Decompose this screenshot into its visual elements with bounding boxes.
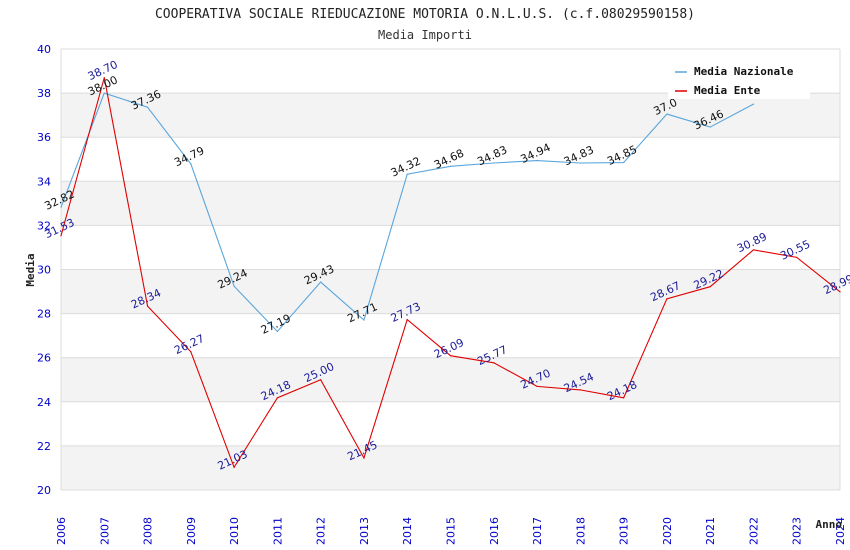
x-tick-label: 2007 (98, 517, 111, 545)
y-tick-label: 36 (37, 131, 51, 144)
x-tick-label: 2019 (618, 517, 631, 545)
data-point-media-ente (623, 397, 625, 399)
grid-band (61, 225, 840, 270)
data-point-media-nazionale (190, 163, 192, 165)
data-point-media-nazionale (320, 281, 322, 283)
data-point-media-nazionale (666, 113, 668, 115)
data-point-media-ente (579, 389, 581, 391)
grid-band (61, 137, 840, 182)
grid-bands (61, 49, 840, 490)
y-axis-label: Media (24, 253, 37, 286)
data-point-media-nazionale (493, 162, 495, 164)
x-tick-label: 2010 (228, 517, 241, 545)
data-point-media-ente (449, 355, 452, 357)
data-point-media-nazionale (233, 285, 235, 287)
x-tick-label: 2013 (358, 517, 371, 545)
x-tick-label: 2021 (704, 517, 717, 545)
data-point-media-ente (103, 77, 105, 79)
grid-band (61, 269, 840, 314)
data-point-media-ente (406, 318, 408, 321)
x-tick-label: 2018 (574, 517, 587, 545)
legend-label-media-nazionale: Media Nazionale (694, 65, 794, 78)
x-tick-label: 2024 (834, 517, 847, 545)
data-point-media-ente (752, 249, 755, 251)
data-point-media-nazionale (709, 126, 711, 128)
chart-subtitle: Media Importi (378, 28, 472, 42)
y-tick-label: 28 (37, 308, 51, 321)
y-tick-label: 22 (37, 440, 51, 453)
data-point-media-ente (190, 351, 192, 353)
data-point-media-nazionale (103, 92, 105, 94)
data-point-media-ente (666, 298, 668, 300)
x-tick-label: 2009 (185, 517, 198, 545)
data-point-media-nazionale (60, 206, 62, 208)
x-axis-ticks: 2006 2007 2008 2009 2010 2011 2012 2013 2014 2015… (55, 517, 847, 545)
data-point-media-ente (60, 235, 62, 237)
data-point-media-nazionale (276, 330, 278, 333)
x-axis-label: Anno (816, 518, 843, 531)
data-point-media-ente (796, 256, 798, 258)
data-point-media-ente (363, 457, 365, 459)
data-point-media-nazionale (449, 165, 452, 167)
data-point-media-ente (493, 362, 495, 364)
x-tick-label: 2008 (142, 517, 155, 545)
data-point-media-nazionale (623, 161, 625, 164)
grid-band (61, 313, 840, 358)
data-point-media-ente (839, 291, 841, 293)
grid-band (61, 93, 840, 138)
data-point-media-ente (233, 466, 235, 468)
grid-band (61, 357, 840, 402)
y-tick-label: 20 (37, 484, 51, 497)
x-tick-label: 2014 (401, 517, 414, 545)
x-tick-label: 2011 (271, 517, 284, 545)
x-tick-label: 2022 (747, 517, 760, 545)
x-tick-label: 2020 (661, 517, 674, 545)
y-tick-label: 26 (37, 352, 51, 365)
grid-lines (60, 48, 841, 491)
x-tick-label: 2016 (488, 517, 501, 545)
data-point-media-ente (320, 379, 322, 381)
data-point-media-nazionale (579, 162, 581, 164)
y-tick-label: 38 (37, 87, 51, 100)
y-tick-label: 34 (37, 175, 51, 188)
data-point-media-ente (709, 286, 711, 288)
data-point-media-ente (146, 305, 149, 307)
legend-label-media-ente: Media Ente (694, 84, 761, 97)
y-axis-ticks: 20 22 24 26 28 30 32 34 36 38 40 (37, 43, 51, 497)
grid-band (61, 181, 840, 226)
grid-band (61, 445, 840, 490)
x-tick-label: 2012 (315, 517, 328, 545)
grid-band (61, 401, 840, 446)
data-point-media-nazionale (406, 173, 408, 175)
data-point-media-nazionale (146, 106, 149, 108)
x-tick-label: 2017 (531, 517, 544, 545)
series-group (60, 77, 841, 469)
y-tick-label: 32 (37, 219, 51, 232)
data-point-media-nazionale (752, 103, 755, 105)
data-point-media-nazionale (363, 319, 365, 321)
legend: Media Nazionale Media Ente (668, 59, 810, 99)
x-tick-label: 2015 (445, 517, 458, 545)
x-tick-label: 2006 (55, 517, 68, 545)
y-tick-label: 30 (37, 264, 51, 277)
x-tick-label: 2023 (791, 517, 804, 545)
y-tick-label: 40 (37, 43, 51, 56)
legend-box (668, 59, 810, 99)
data-point-media-ente (536, 385, 538, 387)
y-tick-label: 24 (37, 396, 51, 409)
data-point-media-ente (276, 397, 278, 399)
data-point-media-nazionale (536, 159, 538, 162)
chart-title: COOPERATIVA SOCIALE RIEDUCAZIONE MOTORIA… (155, 7, 695, 22)
